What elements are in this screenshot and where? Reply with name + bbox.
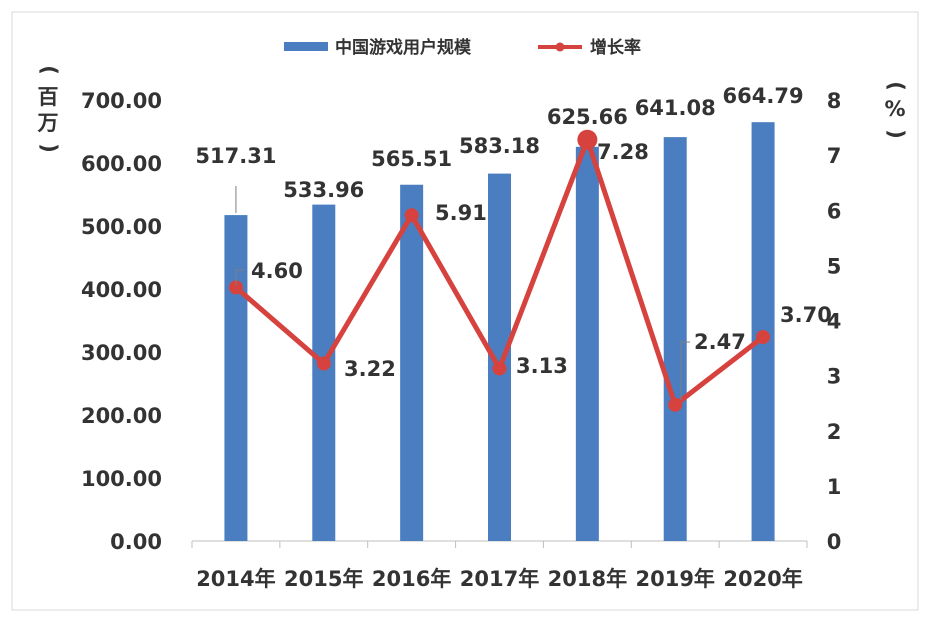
growth-marker [404,208,419,223]
y-right-tick-label: 4 [827,310,842,334]
y-right-tick-label: 5 [827,254,842,278]
growth-data-label: 3.13 [516,354,568,378]
y-right-tick-label: 6 [827,199,842,223]
growth-marker [316,356,331,371]
bar-data-label: 517.31 [195,144,276,168]
bar-data-label: 565.51 [371,147,452,171]
y-left-tick-label: 600.00 [81,152,162,176]
bar [488,173,511,541]
y-right-unit-label: ) [884,129,908,139]
y-left-unit-label: 万 [37,111,59,135]
growth-data-label: 5.91 [435,201,487,225]
x-tick-label: 2017年 [460,567,539,591]
y-right-tick-label: 8 [827,89,842,113]
y-left-tick-label: 400.00 [81,278,162,302]
x-tick-label: 2015年 [284,567,363,591]
x-tick-label: 2014年 [196,567,275,591]
growth-marker [228,280,243,295]
bar [312,204,336,541]
y-right-tick-label: 1 [827,475,842,499]
growth-data-label: 3.22 [344,357,396,381]
y-right-unit-label: ( [884,81,908,91]
bar [400,184,424,541]
y-left-tick-label: 0.00 [110,530,162,554]
y-left-tick-label: 500.00 [81,215,162,239]
y-left-unit-label: ) [37,143,61,153]
growth-marker [668,397,683,412]
bar-data-label: 625.66 [547,105,628,129]
y-right-tick-label: 0 [827,530,842,554]
y-right-tick-label: 2 [827,420,842,444]
x-tick-label: 2020年 [723,567,802,591]
x-tick-label: 2018年 [548,567,627,591]
y-left-unit-label: ( [37,65,61,75]
growth-marker [756,330,771,345]
bar [224,215,248,541]
growth-marker [577,129,598,150]
growth-data-label: 3.70 [780,303,832,327]
growth-data-label: 2.47 [694,330,746,354]
bar-data-label: 533.96 [283,178,364,202]
bar-data-label: 583.18 [459,134,540,158]
growth-marker [492,361,507,376]
y-right-unit-label: % [884,97,905,121]
y-left-tick-label: 700.00 [81,89,162,113]
growth-data-label: 4.60 [251,259,303,283]
legend-bar-label: 中国游戏用户规模 [335,37,472,58]
x-tick-label: 2016年 [372,567,451,591]
bar-data-label: 641.08 [635,96,716,120]
y-left-tick-label: 100.00 [81,467,162,491]
y-left-tick-label: 300.00 [81,341,162,365]
growth-data-label: 7.28 [597,140,649,164]
growth-label-leader [680,341,690,400]
chart-border [11,11,919,611]
legend-line-label: 增长率 [590,37,641,58]
growth-label-leader [235,269,244,286]
legend-line-marker [555,42,565,52]
y-left-unit-label: 百 [38,85,59,109]
x-tick-label: 2019年 [635,567,714,591]
legend-bar-swatch [284,42,328,51]
bar [663,137,687,541]
y-right-tick-label: 7 [827,144,842,168]
bar-data-label: 664.79 [723,84,804,108]
bar [575,146,599,541]
y-left-tick-label: 200.00 [81,404,162,428]
y-right-tick-label: 3 [827,365,842,389]
